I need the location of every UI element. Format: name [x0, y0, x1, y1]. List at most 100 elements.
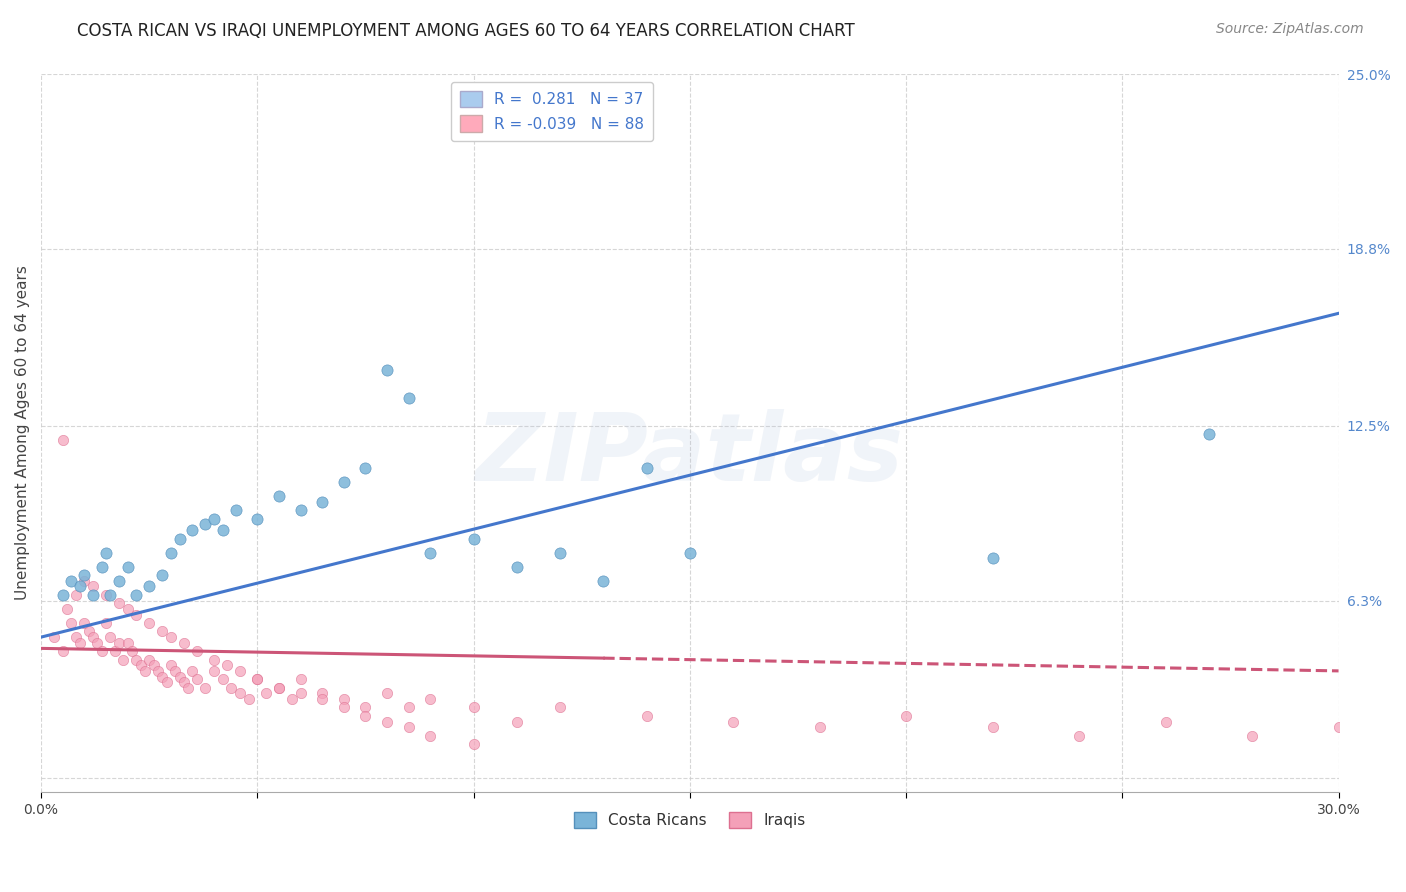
Point	[77, 624, 100, 639]
Point	[548, 700, 571, 714]
Point	[202, 512, 225, 526]
Point	[592, 574, 614, 588]
Point	[254, 686, 277, 700]
Point	[354, 461, 377, 475]
Point	[73, 574, 96, 588]
Point	[246, 512, 269, 526]
Point	[173, 675, 195, 690]
Point	[173, 636, 195, 650]
Point	[112, 652, 135, 666]
Point	[150, 624, 173, 639]
Point	[267, 681, 290, 695]
Point	[354, 700, 377, 714]
Point	[463, 532, 485, 546]
Point	[52, 588, 75, 602]
Point	[108, 596, 131, 610]
Point	[121, 644, 143, 658]
Point	[894, 709, 917, 723]
Point	[125, 588, 148, 602]
Point	[246, 673, 269, 687]
Point	[86, 636, 108, 650]
Point	[52, 644, 75, 658]
Point	[181, 664, 204, 678]
Point	[117, 559, 139, 574]
Point	[82, 588, 104, 602]
Point	[981, 720, 1004, 734]
Point	[419, 729, 441, 743]
Point	[194, 681, 217, 695]
Point	[160, 630, 183, 644]
Point	[65, 630, 87, 644]
Point	[65, 588, 87, 602]
Point	[636, 461, 658, 475]
Point	[146, 664, 169, 678]
Point	[354, 709, 377, 723]
Point	[721, 714, 744, 729]
Point	[548, 546, 571, 560]
Point	[117, 636, 139, 650]
Point	[169, 532, 191, 546]
Point	[419, 692, 441, 706]
Point	[108, 636, 131, 650]
Point	[506, 714, 529, 729]
Point	[160, 546, 183, 560]
Point	[202, 664, 225, 678]
Point	[125, 652, 148, 666]
Point	[290, 686, 312, 700]
Point	[290, 503, 312, 517]
Legend: Costa Ricans, Iraqis: Costa Ricans, Iraqis	[568, 805, 811, 835]
Point	[463, 700, 485, 714]
Point	[94, 546, 117, 560]
Point	[134, 664, 156, 678]
Point	[138, 579, 160, 593]
Point	[155, 675, 177, 690]
Point	[138, 615, 160, 630]
Point	[375, 714, 398, 729]
Point	[679, 546, 702, 560]
Point	[311, 686, 333, 700]
Point	[60, 615, 83, 630]
Point	[981, 551, 1004, 566]
Point	[194, 517, 217, 532]
Point	[202, 652, 225, 666]
Point	[104, 644, 127, 658]
Point	[138, 652, 160, 666]
Point	[229, 664, 252, 678]
Point	[211, 523, 233, 537]
Point	[1327, 720, 1350, 734]
Point	[186, 644, 208, 658]
Point	[333, 692, 356, 706]
Point	[1241, 729, 1264, 743]
Point	[229, 686, 252, 700]
Point	[160, 658, 183, 673]
Point	[311, 495, 333, 509]
Point	[808, 720, 831, 734]
Point	[221, 681, 243, 695]
Point	[52, 433, 75, 447]
Point	[125, 607, 148, 622]
Point	[217, 658, 239, 673]
Point	[82, 579, 104, 593]
Point	[290, 673, 312, 687]
Point	[375, 686, 398, 700]
Point	[177, 681, 200, 695]
Point	[1067, 729, 1090, 743]
Point	[211, 673, 233, 687]
Point	[60, 574, 83, 588]
Point	[129, 658, 152, 673]
Text: COSTA RICAN VS IRAQI UNEMPLOYMENT AMONG AGES 60 TO 64 YEARS CORRELATION CHART: COSTA RICAN VS IRAQI UNEMPLOYMENT AMONG …	[77, 22, 855, 40]
Point	[108, 574, 131, 588]
Point	[169, 669, 191, 683]
Point	[165, 664, 187, 678]
Point	[98, 588, 121, 602]
Point	[375, 362, 398, 376]
Point	[311, 692, 333, 706]
Point	[636, 709, 658, 723]
Point	[181, 523, 204, 537]
Point	[117, 602, 139, 616]
Point	[90, 644, 112, 658]
Point	[94, 588, 117, 602]
Point	[1198, 427, 1220, 442]
Point	[281, 692, 304, 706]
Point	[225, 503, 247, 517]
